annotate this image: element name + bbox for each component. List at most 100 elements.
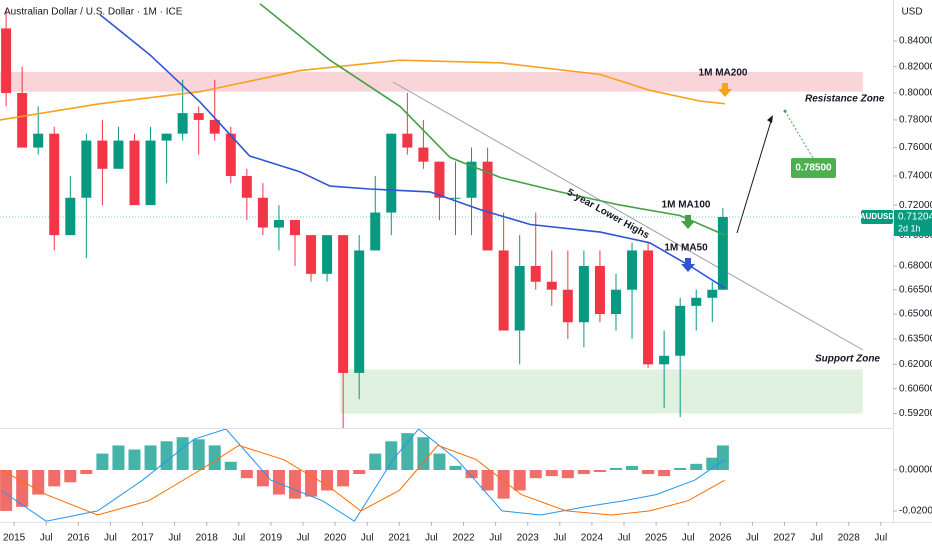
indicator-line xyxy=(1,444,726,516)
x-tick-label: 2018 xyxy=(196,533,219,544)
x-tick-label: 2023 xyxy=(517,533,540,544)
y-tick-label: 0.82000 xyxy=(899,61,932,72)
indicator-tick-label: 0.00000 xyxy=(899,465,932,476)
x-tick-label: Jul xyxy=(553,533,566,544)
histogram-bar xyxy=(529,469,542,479)
x-tick-label: 2024 xyxy=(581,533,604,544)
x-tick-label: Jul xyxy=(104,533,117,544)
ma-label: 1M MA50 xyxy=(664,243,708,254)
x-tick-label: Jul xyxy=(810,533,823,544)
histogram-bar xyxy=(240,469,253,479)
chart-title: Australian Dollar / U.S. Dollar · 1M · I… xyxy=(4,7,183,18)
candle-body xyxy=(643,250,654,365)
target-box xyxy=(791,158,836,178)
x-tick-label: 2016 xyxy=(67,533,90,544)
x-tick-label: Jul xyxy=(618,533,631,544)
projection-dot xyxy=(783,109,787,113)
candle-body xyxy=(530,265,541,282)
histogram-bar xyxy=(128,449,141,470)
trend-line xyxy=(392,81,864,351)
candle-body xyxy=(514,265,525,331)
moving-average-line xyxy=(99,14,726,289)
histogram-bar xyxy=(305,469,318,497)
histogram-bar xyxy=(160,441,173,470)
candle-body xyxy=(338,235,349,373)
histogram-bar xyxy=(513,469,526,491)
projection-arrow xyxy=(736,120,772,234)
histogram-bar xyxy=(144,445,157,470)
candle-body xyxy=(225,133,236,176)
histogram-bar xyxy=(321,469,334,491)
candle-body xyxy=(1,28,12,93)
x-tick-label: Jul xyxy=(489,533,502,544)
histogram-bar xyxy=(353,469,366,475)
histogram-bar xyxy=(192,439,205,470)
candle-body xyxy=(418,147,429,162)
histogram-bar xyxy=(256,469,269,487)
y-tick-label: 0.74000 xyxy=(899,171,932,182)
x-tick-label: Jul xyxy=(746,533,759,544)
x-tick-label: Jul xyxy=(682,533,695,544)
candle-body xyxy=(675,305,686,356)
x-tick-label: 2026 xyxy=(709,533,732,544)
candle-body xyxy=(33,133,44,148)
histogram-bar xyxy=(642,469,655,475)
histogram-bar xyxy=(481,469,494,491)
histogram-bar xyxy=(0,469,13,511)
y-tick-label: 0.65000 xyxy=(899,309,932,320)
candle-body xyxy=(129,140,140,206)
symbol-label: AUDUSD xyxy=(860,212,894,221)
candle-body xyxy=(707,289,718,298)
histogram-bar xyxy=(32,469,45,495)
last-price-label: 0.71204 xyxy=(898,212,932,223)
candle-body xyxy=(717,216,728,290)
histogram-bar xyxy=(561,469,574,479)
indicator-tick-label: -0.02000 xyxy=(899,506,932,517)
ma-label: 1M MA100 xyxy=(662,200,711,211)
countdown-label: 2d 1h xyxy=(898,223,921,233)
target-label: 0.78500 xyxy=(795,163,832,174)
histogram-bar xyxy=(208,445,221,470)
zone xyxy=(0,71,863,92)
histogram-bar xyxy=(337,469,350,487)
candle-body xyxy=(81,140,92,198)
candles xyxy=(1,9,728,428)
y-tick-label: 0.80000 xyxy=(899,88,932,99)
candle-body xyxy=(691,297,702,306)
y-tick-label: 0.78000 xyxy=(899,115,932,126)
candle-body xyxy=(322,235,333,274)
x-tick-label: Jul xyxy=(168,533,181,544)
x-tick-label: Jul xyxy=(874,533,887,544)
candle-body xyxy=(306,235,317,274)
candle-body xyxy=(49,133,60,236)
candle-body xyxy=(594,265,605,315)
ma-arrow xyxy=(681,258,695,272)
histogram-bar xyxy=(176,437,189,470)
moving-averages xyxy=(0,3,726,289)
x-tick-label: 2020 xyxy=(324,533,347,544)
y-tick-label: 0.60600 xyxy=(899,383,932,394)
histogram-bar xyxy=(690,463,703,470)
histogram-bar xyxy=(80,469,93,475)
zones xyxy=(0,71,863,414)
histogram-bar xyxy=(609,467,622,470)
x-tick-label: 2022 xyxy=(452,533,475,544)
x-tick-label: 2027 xyxy=(773,533,796,544)
histogram-bar xyxy=(433,453,446,470)
y-tick-label: 0.76000 xyxy=(899,142,932,153)
histogram-bar xyxy=(593,469,606,473)
support-zone-label: Support Zone xyxy=(815,354,880,365)
histogram-bar xyxy=(706,457,719,470)
candle-body xyxy=(113,140,124,169)
histogram-bar xyxy=(401,433,414,470)
candle-body xyxy=(386,133,397,213)
candle-body xyxy=(450,197,461,199)
candle-body xyxy=(17,92,28,148)
histogram-bar xyxy=(674,467,687,470)
candle-body xyxy=(273,220,284,228)
x-tick-label: Jul xyxy=(232,533,245,544)
candle-body xyxy=(370,212,381,251)
x-tick-label: 2015 xyxy=(3,533,26,544)
candle-body xyxy=(578,265,589,323)
